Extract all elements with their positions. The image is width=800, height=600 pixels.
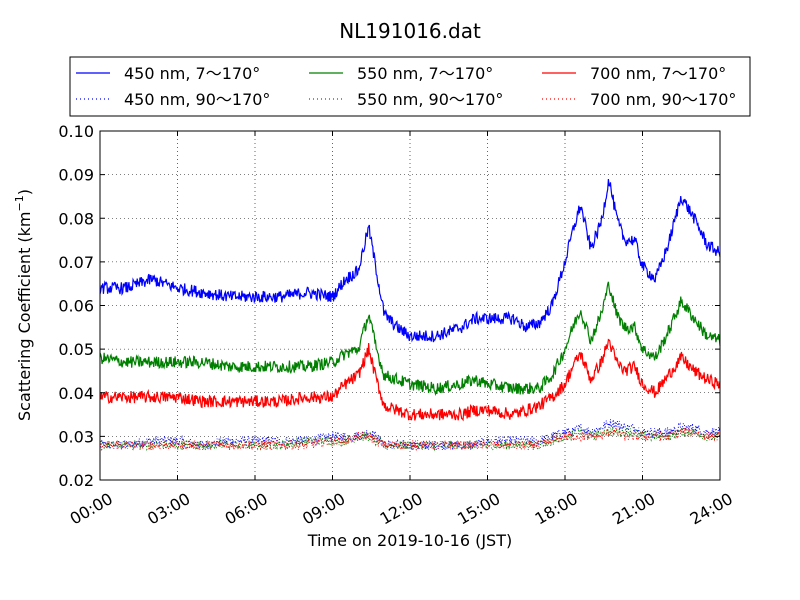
y-axis-label-superscript: −1 [13,195,26,211]
legend-label: 550 nm, 90～170° [357,90,503,109]
series-line [99,179,721,343]
y-tick-label: 0.04 [58,384,94,403]
chart-title: NL191016.dat [339,19,481,43]
y-tick-label: 0.03 [58,427,94,446]
y-tick-label: 0.08 [58,209,94,228]
series-layer [99,179,721,452]
y-tick-label: 0.09 [58,166,94,185]
legend: 450 nm, 7～170° 550 nm, 7～170° 700 nm, 7～17… [69,56,751,117]
series-line [99,281,721,397]
legend-label: 700 nm, 90～170° [590,90,736,109]
y-axis-label-main: Scattering Coefficient (km [15,211,34,421]
y-tick-label: 0.10 [58,122,94,141]
y-axis-label-close: ) [15,189,34,195]
legend-frame [69,56,751,117]
y-tick-label: 0.05 [58,340,94,359]
y-tick-label: 0.06 [58,297,94,316]
legend-label: 450 nm, 90～170° [124,90,270,109]
legend-label: 450 nm, 7～170° [124,64,260,83]
y-tick-label: 0.02 [58,471,94,490]
legend-label: 700 nm, 7～170° [590,64,726,83]
legend-label: 550 nm, 7～170° [357,64,493,83]
series-line [99,338,721,422]
series-line [99,426,721,452]
y-tick-label: 0.07 [58,253,94,272]
grid-layer [100,131,720,480]
x-axis-label: Time on 2019-10-16 (JST) [307,531,512,550]
y-axis-label: Scattering Coefficient (km−1) [13,189,34,421]
